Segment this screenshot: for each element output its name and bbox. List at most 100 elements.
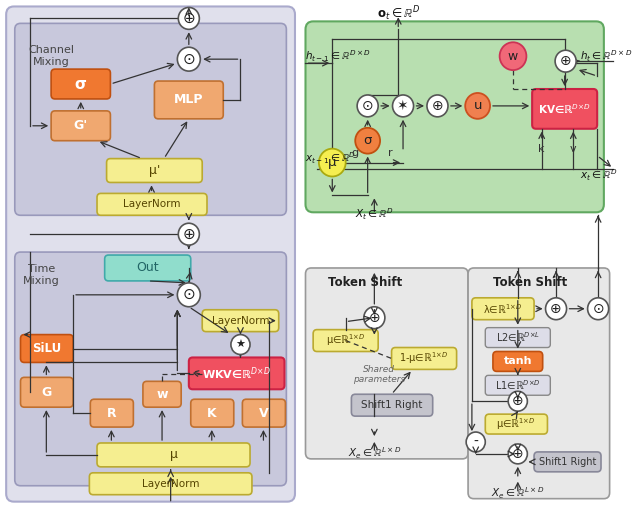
FancyBboxPatch shape [351, 394, 433, 416]
Circle shape [355, 128, 380, 154]
Circle shape [357, 95, 378, 117]
FancyBboxPatch shape [97, 193, 207, 215]
Circle shape [508, 444, 527, 464]
FancyBboxPatch shape [90, 473, 252, 495]
Text: L2∈ℝ$^{D×L}$: L2∈ℝ$^{D×L}$ [495, 331, 540, 345]
Text: K: K [207, 407, 216, 419]
Circle shape [555, 50, 576, 72]
Text: ⊙: ⊙ [182, 287, 195, 302]
Text: MLP: MLP [174, 94, 204, 106]
FancyBboxPatch shape [20, 334, 73, 362]
Text: ⊕: ⊕ [369, 310, 380, 325]
Text: k: k [538, 144, 545, 154]
Text: LayerNorm: LayerNorm [142, 479, 200, 489]
FancyBboxPatch shape [15, 252, 286, 486]
FancyBboxPatch shape [392, 348, 456, 370]
Text: $x_{t}\in\mathbb{R}^{D}$: $x_{t}\in\mathbb{R}^{D}$ [580, 167, 618, 183]
Text: u: u [474, 99, 482, 112]
Text: ⊙: ⊙ [592, 302, 604, 316]
Circle shape [179, 8, 199, 30]
FancyBboxPatch shape [243, 399, 285, 427]
Text: L1∈ℝ$^{D×D}$: L1∈ℝ$^{D×D}$ [495, 378, 541, 392]
Text: KV∈ℝ$^{D×D}$: KV∈ℝ$^{D×D}$ [538, 102, 591, 116]
Text: Token Shift: Token Shift [328, 276, 402, 290]
FancyBboxPatch shape [105, 255, 191, 281]
FancyBboxPatch shape [90, 399, 133, 427]
Circle shape [392, 95, 413, 117]
Text: w: w [156, 388, 168, 401]
Text: μ∈ℝ$^{1×D}$: μ∈ℝ$^{1×D}$ [326, 333, 365, 349]
Text: ★: ★ [236, 340, 246, 350]
FancyBboxPatch shape [485, 414, 547, 434]
Text: ⊙: ⊙ [362, 99, 374, 113]
Circle shape [465, 93, 490, 119]
Circle shape [364, 307, 385, 329]
Text: ⊕: ⊕ [512, 394, 524, 408]
Text: LayerNorm: LayerNorm [123, 200, 180, 209]
Text: ⊕: ⊕ [512, 447, 524, 461]
Text: Shift1 Right: Shift1 Right [361, 400, 422, 410]
Text: WKV∈ℝ$^{D×D}$: WKV∈ℝ$^{D×D}$ [202, 365, 271, 382]
Text: λ∈ℝ$^{1×D}$: λ∈ℝ$^{1×D}$ [483, 302, 522, 316]
Text: Time
Mixing: Time Mixing [23, 264, 60, 286]
FancyBboxPatch shape [143, 381, 181, 407]
Circle shape [231, 334, 250, 354]
FancyBboxPatch shape [472, 298, 534, 320]
FancyBboxPatch shape [485, 328, 550, 348]
Text: Shift1 Right: Shift1 Right [539, 457, 596, 467]
Circle shape [545, 298, 566, 320]
Text: G': G' [74, 119, 88, 132]
Text: $X_{e}\in\mathbb{R}^{L\times D}$: $X_{e}\in\mathbb{R}^{L\times D}$ [348, 445, 401, 461]
FancyBboxPatch shape [534, 452, 601, 472]
Text: w: w [508, 50, 518, 63]
FancyBboxPatch shape [154, 81, 223, 119]
Text: Channel
Mixing: Channel Mixing [28, 45, 74, 67]
FancyBboxPatch shape [97, 443, 250, 467]
Text: v: v [570, 144, 577, 154]
Circle shape [177, 283, 200, 307]
FancyBboxPatch shape [107, 159, 202, 182]
FancyBboxPatch shape [493, 352, 543, 372]
Text: tanh: tanh [504, 356, 532, 366]
Text: LayerNorm: LayerNorm [212, 316, 269, 326]
FancyBboxPatch shape [305, 268, 468, 459]
FancyBboxPatch shape [468, 268, 610, 499]
Circle shape [500, 42, 527, 70]
FancyBboxPatch shape [15, 23, 286, 215]
Text: Token Shift: Token Shift [493, 276, 567, 290]
Text: $x_{t-1}\in\mathbb{R}^{D}$: $x_{t-1}\in\mathbb{R}^{D}$ [305, 151, 356, 166]
Text: Out: Out [136, 262, 159, 274]
Text: G: G [41, 386, 51, 399]
Text: $X_{t}\in\mathbb{R}^{D}$: $X_{t}\in\mathbb{R}^{D}$ [355, 207, 394, 222]
Text: $\mathbf{o}_{t}\in\mathbb{R}^{D}$: $\mathbf{o}_{t}\in\mathbb{R}^{D}$ [376, 4, 420, 23]
Text: R: R [106, 407, 116, 419]
Text: 1-μ∈ℝ$^{1×D}$: 1-μ∈ℝ$^{1×D}$ [399, 351, 449, 366]
Text: σ: σ [364, 134, 372, 147]
Circle shape [177, 47, 200, 71]
Text: μ: μ [328, 156, 337, 169]
Text: μ∈ℝ$^{1×D}$: μ∈ℝ$^{1×D}$ [496, 416, 536, 432]
Circle shape [508, 391, 527, 411]
Text: $X_{e}\in\mathbb{R}^{L\times D}$: $X_{e}\in\mathbb{R}^{L\times D}$ [491, 486, 545, 501]
Circle shape [466, 432, 485, 452]
Text: r: r [388, 148, 393, 158]
Text: σ: σ [75, 76, 86, 92]
FancyBboxPatch shape [202, 310, 279, 332]
FancyBboxPatch shape [532, 89, 597, 129]
Text: μ: μ [170, 448, 177, 462]
FancyBboxPatch shape [191, 399, 234, 427]
FancyBboxPatch shape [485, 375, 550, 395]
Text: $h_{t}\in\mathbb{R}^{D\times D}$: $h_{t}\in\mathbb{R}^{D\times D}$ [580, 48, 632, 64]
Text: ⊕: ⊕ [550, 302, 562, 316]
Circle shape [179, 223, 199, 245]
Text: ⊕: ⊕ [182, 11, 195, 26]
Text: -: - [474, 435, 478, 449]
FancyBboxPatch shape [189, 357, 284, 389]
Circle shape [319, 149, 346, 177]
Text: $h_{t-1}\in\mathbb{R}^{D\times D}$: $h_{t-1}\in\mathbb{R}^{D\times D}$ [305, 48, 371, 64]
FancyBboxPatch shape [51, 69, 111, 99]
FancyBboxPatch shape [51, 111, 111, 140]
Text: μ': μ' [148, 164, 160, 177]
Circle shape [427, 95, 448, 117]
Text: SiLU: SiLU [32, 342, 61, 355]
